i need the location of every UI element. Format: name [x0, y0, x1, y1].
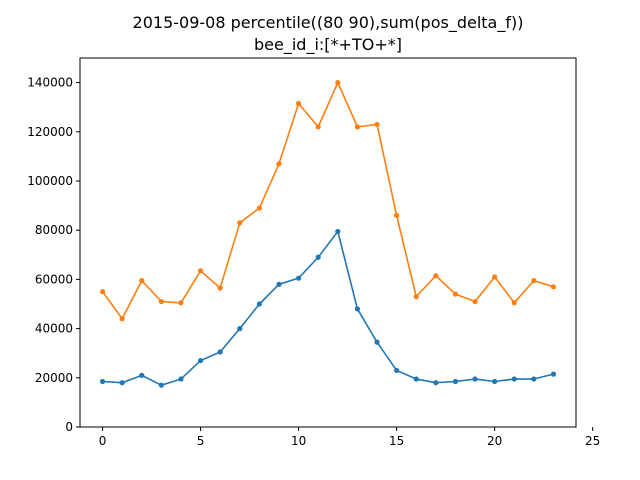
series-1-point — [354, 306, 361, 312]
series-2-point — [197, 268, 204, 274]
series-1-point — [472, 376, 478, 382]
series-1-point — [119, 380, 125, 386]
series-1-point — [256, 301, 262, 307]
series-2-point — [237, 220, 243, 226]
series-2-point — [413, 294, 419, 300]
series-1-point — [394, 367, 400, 374]
y-tick-label: 120000 — [27, 125, 73, 139]
y-tick-label: 100000 — [27, 174, 73, 188]
x-tick-label: 5 — [197, 434, 205, 448]
series-1-point — [531, 376, 537, 382]
x-tick-label: 0 — [99, 434, 107, 448]
y-tick-label: 60000 — [35, 272, 73, 286]
series-2-point — [119, 316, 125, 322]
series-2-point — [433, 273, 439, 279]
series-2-point — [354, 124, 361, 130]
series-1-point — [178, 376, 184, 382]
series-2-point — [99, 289, 106, 295]
axes-frame — [79, 57, 577, 428]
x-tick-label: 20 — [487, 434, 502, 448]
series-2-point — [394, 212, 400, 219]
y-tick-label: 40000 — [35, 322, 73, 336]
series-2-point — [295, 100, 302, 107]
series-2-point — [315, 124, 321, 130]
series-2-point — [139, 278, 145, 284]
series-1-point — [433, 380, 439, 386]
series-1-point — [99, 378, 106, 385]
series-1-point — [374, 339, 380, 345]
series-1-point — [413, 376, 419, 382]
y-tick-label: 80000 — [35, 223, 73, 237]
y-tick-label: 0 — [65, 420, 73, 434]
series-2-point — [511, 300, 517, 306]
series-2-point — [531, 278, 537, 284]
series-1-point — [492, 378, 498, 385]
series-1-point — [217, 349, 223, 355]
series-2-point — [335, 80, 341, 86]
series-2-point — [178, 300, 184, 306]
series-1-point — [511, 376, 517, 382]
chart-title-line-1: 2015-09-08 percentile((80 90),sum(pos_de… — [133, 13, 524, 33]
series-1-point — [237, 326, 243, 332]
series-1-point — [452, 378, 459, 385]
y-tick-label: 140000 — [27, 76, 73, 90]
series-2-point — [217, 285, 223, 291]
series-1-point — [315, 254, 321, 260]
series-1-point — [276, 281, 282, 287]
series-2-point — [276, 161, 282, 167]
series-1-point — [550, 371, 557, 377]
series-2-point — [550, 284, 557, 290]
x-tick-label: 25 — [585, 434, 600, 448]
series-2-point — [374, 121, 380, 128]
series-1-point — [335, 228, 341, 235]
plot-area: 0 5 10 15 20 25 0 20000 40000 60000 80000 100000 120… — [27, 76, 600, 448]
x-tick-label: 15 — [389, 434, 404, 448]
series-2-line — [101, 81, 554, 320]
series-2-point — [452, 291, 459, 297]
series-2-point — [158, 298, 164, 305]
series-2-point — [492, 274, 498, 280]
chart-title-line-2: bee_id_i:[*+TO+*] — [254, 35, 402, 55]
series-1-point — [158, 382, 164, 388]
y-tick-label: 20000 — [35, 371, 73, 385]
series-2-point — [472, 298, 478, 305]
series-1-point — [197, 357, 204, 364]
x-tick-label: 10 — [291, 434, 306, 448]
series-1-point — [295, 275, 302, 281]
series-1-point — [139, 372, 145, 378]
series-1-line — [102, 230, 554, 386]
series-2-point — [256, 205, 262, 211]
